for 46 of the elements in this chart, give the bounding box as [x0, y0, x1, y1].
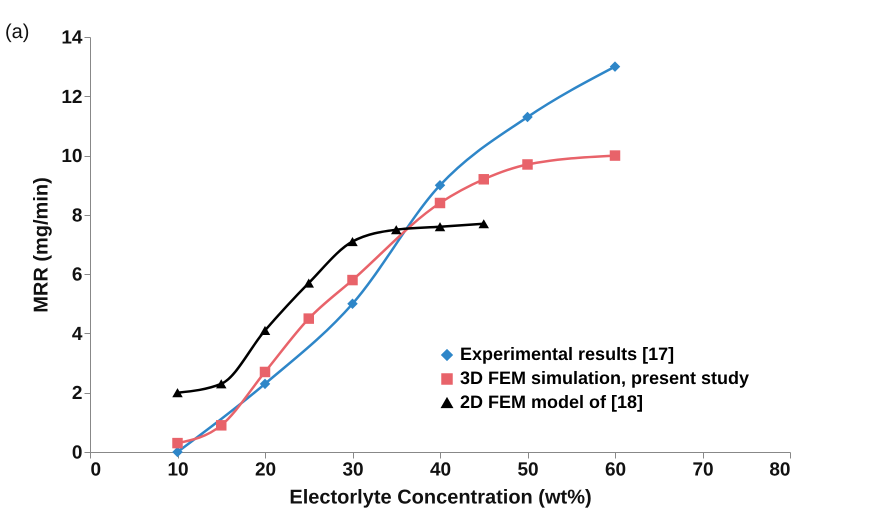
y-tick-label: 0	[72, 442, 82, 464]
y-tick-label: 10	[61, 146, 82, 168]
point	[522, 112, 533, 122]
y-tick-label: 12	[61, 86, 82, 108]
x-tick-label: 60	[604, 460, 626, 480]
point	[478, 174, 489, 185]
x-tick-label: 0	[90, 460, 102, 480]
point	[434, 180, 446, 190]
text: (a)	[5, 21, 30, 43]
y-tick-label: 2	[72, 383, 82, 404]
y-tick-label: 4	[72, 324, 83, 345]
point	[260, 366, 270, 378]
point	[347, 298, 358, 310]
point	[610, 61, 620, 72]
x-tick-label: 80	[769, 460, 790, 480]
point	[216, 379, 226, 388]
point	[304, 313, 314, 324]
point	[478, 219, 489, 228]
legend-label: 2D FEM model of [18]	[460, 392, 644, 412]
x-tick-label: 50	[517, 460, 539, 480]
x-axis-title: Electorlyte Concentration (wt%)	[289, 486, 592, 508]
point	[216, 420, 226, 431]
point	[260, 326, 270, 336]
point	[434, 222, 446, 232]
legend-label: 3D FEM simulation, present study	[460, 368, 750, 388]
y-tick-label: 14	[61, 28, 83, 48]
point	[610, 150, 620, 161]
point	[347, 274, 358, 286]
x-tick-label: 20	[254, 460, 276, 480]
point	[172, 438, 183, 448]
x-tick-label: 10	[167, 460, 189, 480]
y-tick-label: 8	[72, 205, 82, 226]
point	[304, 278, 314, 288]
point	[172, 388, 183, 398]
point	[434, 198, 446, 208]
x-tick-label: 40	[430, 460, 452, 480]
point	[347, 236, 358, 246]
point	[260, 378, 270, 390]
x-tick-label: 30	[342, 460, 364, 480]
legend-label: Experimental results [17]	[460, 344, 674, 364]
x-tick-label: 70	[692, 460, 714, 480]
point	[391, 225, 402, 234]
point	[172, 446, 183, 458]
point	[522, 159, 533, 170]
y-tick-label: 6	[72, 264, 82, 286]
y-axis-title: MRR (mg/min)	[30, 177, 52, 313]
